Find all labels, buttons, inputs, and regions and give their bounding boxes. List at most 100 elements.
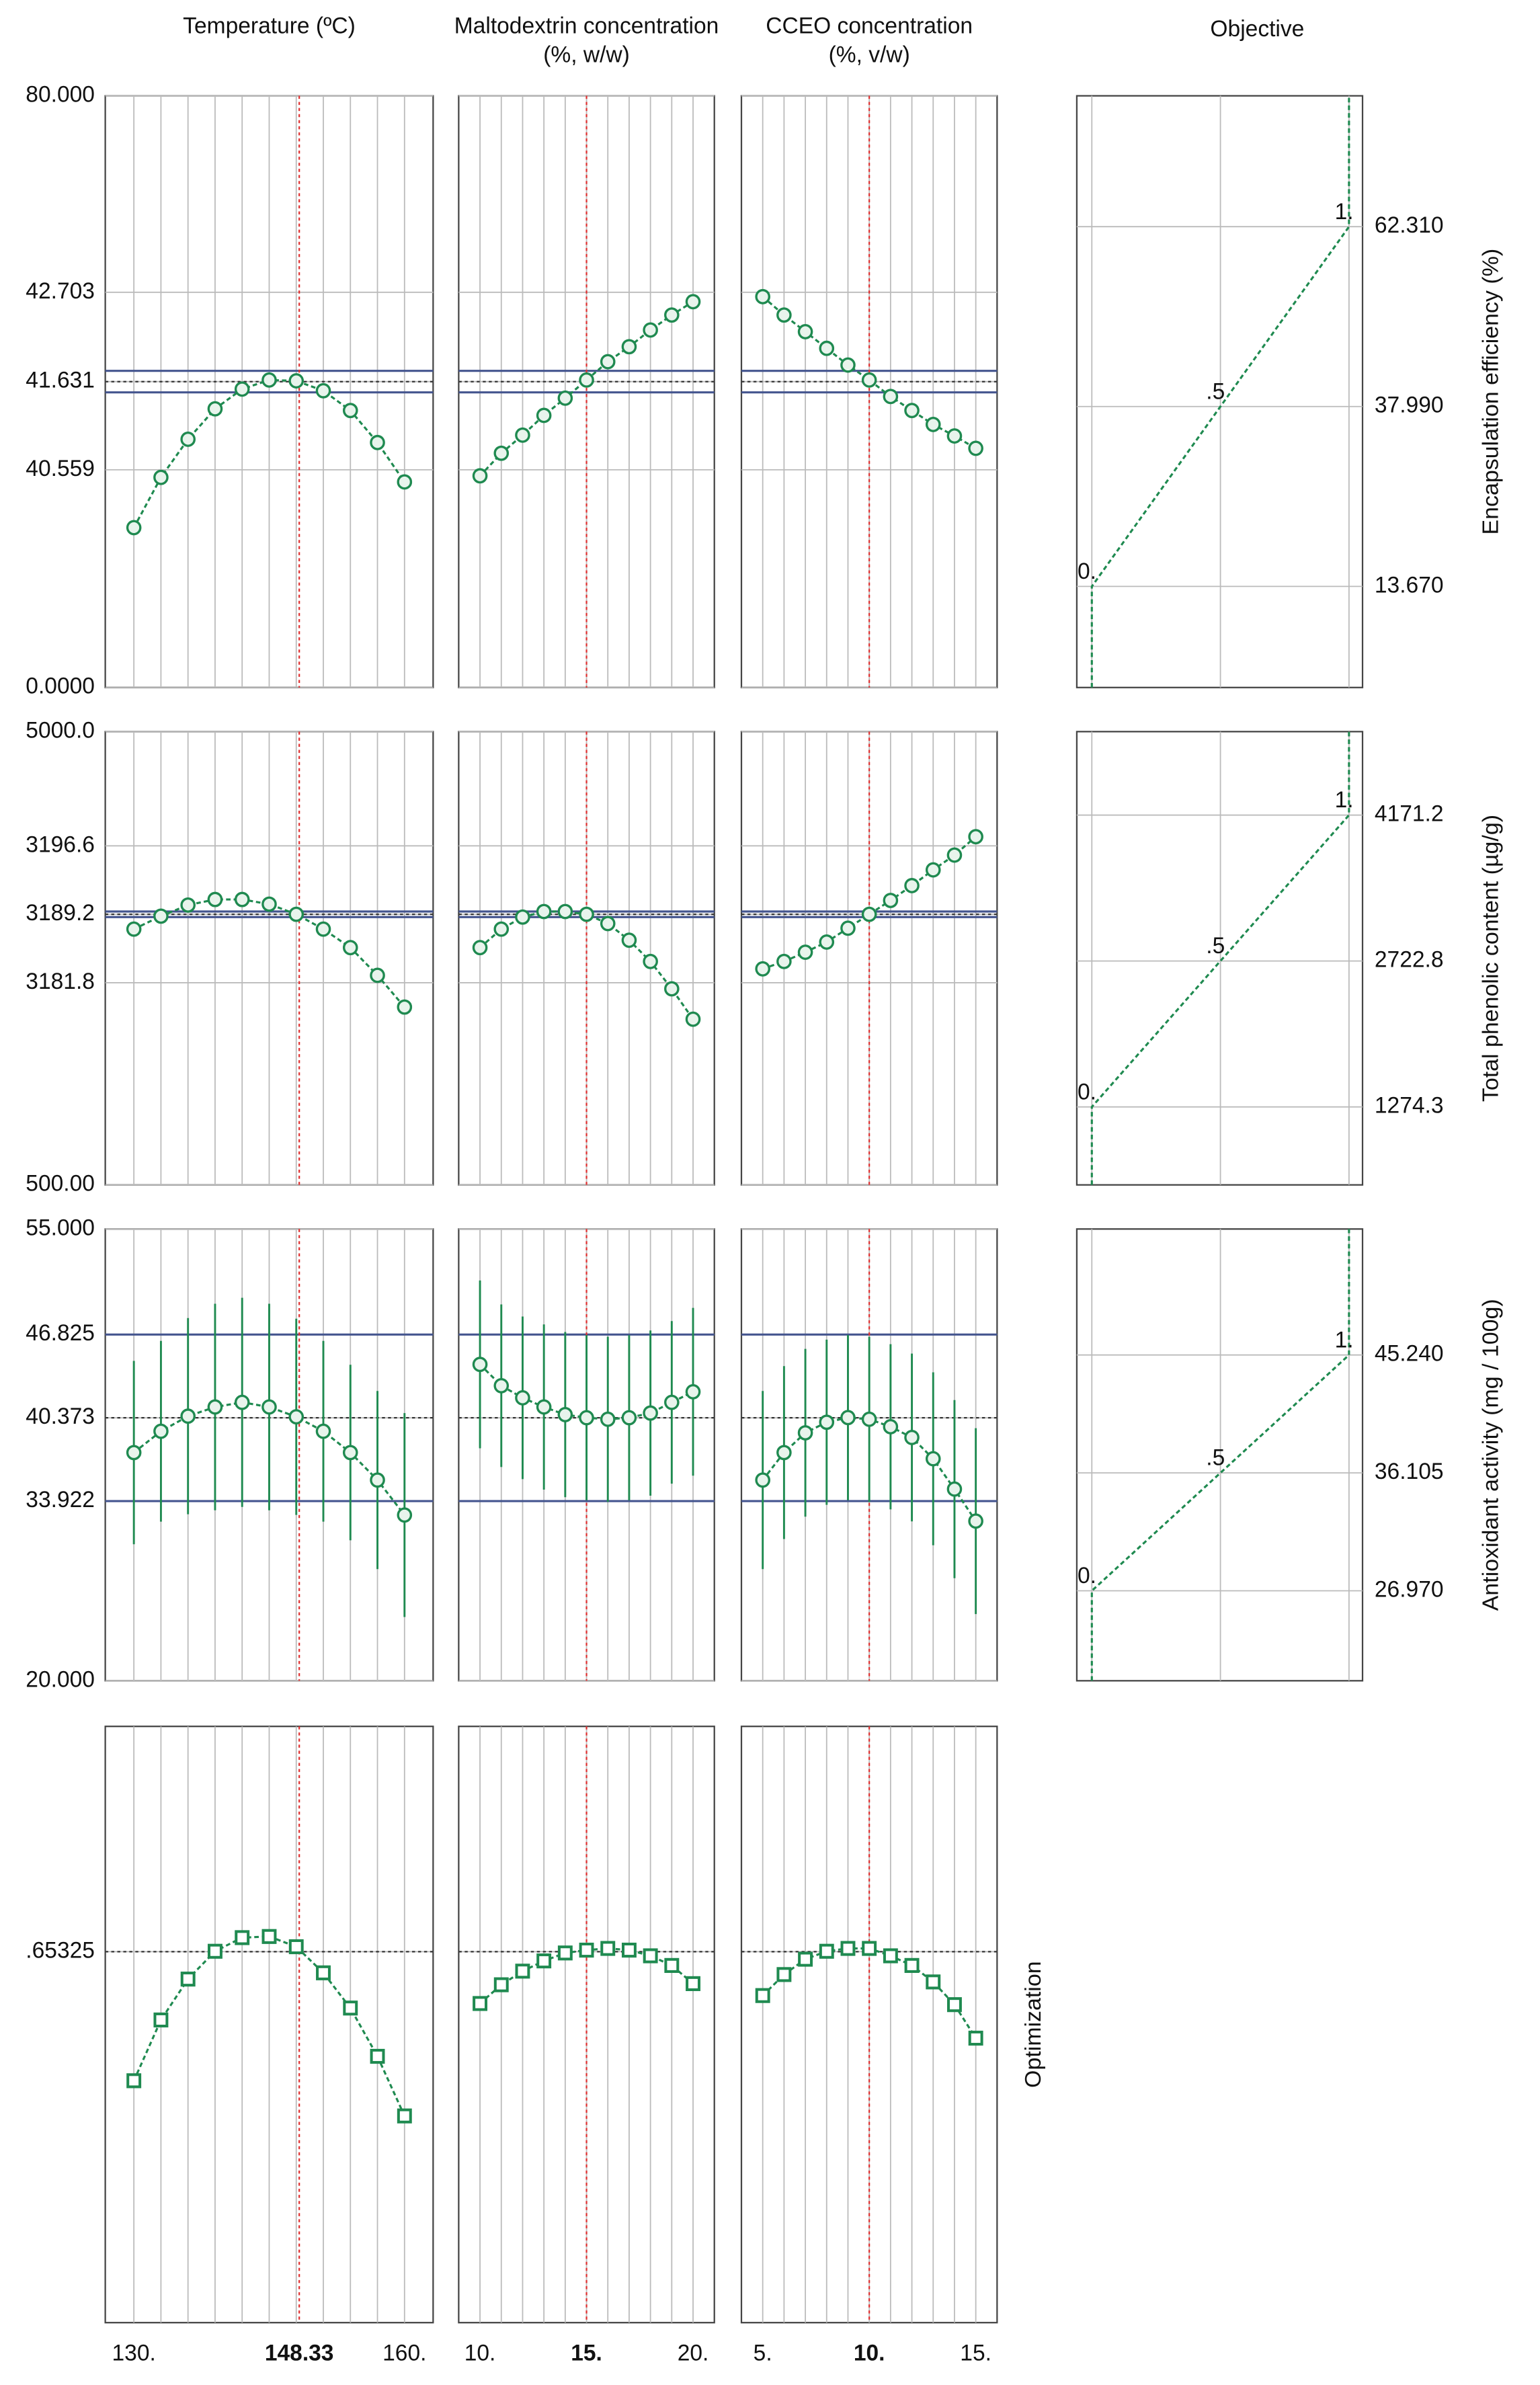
point — [755, 1988, 770, 2003]
point — [946, 1997, 962, 2013]
y-tick-label: 0.0000 — [26, 674, 95, 699]
point — [370, 967, 385, 983]
y-tick-label: 5000.0 — [26, 717, 95, 743]
point — [261, 896, 277, 912]
point — [370, 434, 385, 450]
response-curve — [133, 1401, 406, 1516]
point — [126, 1445, 142, 1461]
y-tick-label: 2722.8 — [1375, 946, 1444, 972]
point — [600, 1411, 616, 1427]
point — [288, 1409, 305, 1425]
point — [946, 428, 963, 444]
point — [797, 324, 813, 339]
point — [234, 381, 250, 397]
point — [126, 520, 142, 536]
point — [904, 1429, 920, 1445]
point — [776, 307, 792, 323]
factor-title: (%, w/w) — [543, 42, 630, 68]
response-curve — [762, 296, 977, 450]
response-curve — [762, 836, 977, 970]
y-tick-label: 3189.2 — [26, 900, 95, 926]
point — [235, 1930, 250, 1945]
point — [968, 1513, 983, 1529]
desirability-label: 0. — [1078, 559, 1096, 584]
point — [861, 1411, 877, 1427]
point — [536, 903, 552, 920]
y-tick-label: 41.631 — [26, 367, 95, 393]
point — [840, 1941, 856, 1956]
y-tick-label: 26.970 — [1375, 1576, 1444, 1602]
point — [493, 445, 510, 461]
point — [904, 403, 920, 419]
point — [180, 1408, 196, 1424]
point — [946, 1481, 963, 1497]
response-curve — [132, 1935, 406, 2117]
point — [883, 1948, 898, 1964]
point — [968, 440, 983, 456]
point — [925, 1451, 941, 1467]
point — [883, 389, 899, 405]
factor-title: (%, v/w) — [829, 42, 910, 68]
y-tick-label: 4171.2 — [1375, 801, 1444, 826]
point — [579, 906, 594, 922]
y-tick-label: 3181.8 — [26, 969, 95, 994]
objective-frame — [1076, 1228, 1364, 1682]
x-tick-label: 10. — [854, 2341, 885, 2366]
point — [536, 1399, 552, 1415]
point — [798, 1951, 813, 1967]
point — [342, 1445, 358, 1461]
point — [153, 2012, 169, 2028]
response-curve — [479, 300, 694, 477]
point — [579, 372, 594, 388]
point — [840, 920, 856, 936]
point — [180, 1972, 196, 1987]
point — [207, 1943, 222, 1959]
desirability-label: .5 — [1206, 1445, 1225, 1471]
point — [664, 981, 680, 997]
point — [397, 999, 413, 1015]
point — [515, 909, 530, 925]
point — [755, 961, 770, 977]
point — [493, 1977, 509, 1992]
point — [180, 897, 196, 913]
x-tick-label: 20. — [678, 2341, 709, 2366]
point — [126, 921, 142, 937]
objective-frame — [1076, 95, 1364, 688]
desirability-label: 0. — [1078, 1079, 1096, 1104]
desirability-label: 1. — [1335, 1327, 1354, 1352]
point — [472, 468, 488, 484]
point — [755, 288, 770, 305]
response-title: Optimization — [1020, 1961, 1046, 2088]
y-tick-label: 500.00 — [26, 1170, 95, 1196]
x-tick-label: 15. — [571, 2341, 602, 2366]
point — [840, 1410, 856, 1426]
x-tick-label: 10. — [464, 2341, 496, 2366]
point — [968, 2030, 983, 2046]
point — [557, 903, 573, 920]
point — [755, 1472, 770, 1488]
point — [536, 407, 552, 423]
point — [621, 932, 637, 948]
objective-frame — [1076, 731, 1364, 1186]
point — [600, 354, 616, 370]
y-tick-label: 40.559 — [26, 456, 95, 481]
point — [797, 1425, 813, 1441]
point — [397, 474, 413, 490]
y-tick-label: 37.990 — [1375, 393, 1444, 418]
point — [342, 940, 358, 956]
y-tick-label: 1274.3 — [1375, 1092, 1444, 1118]
point — [685, 294, 701, 310]
y-tick-label: 42.703 — [26, 278, 95, 304]
y-tick-label: 46.825 — [26, 1320, 95, 1346]
point — [207, 1399, 223, 1415]
point — [315, 1423, 331, 1439]
point — [261, 1399, 277, 1415]
point — [926, 1974, 941, 1990]
point — [472, 1357, 488, 1373]
point — [840, 357, 856, 373]
point — [883, 893, 899, 908]
objective-title: Objective — [1210, 16, 1304, 42]
point — [776, 1967, 792, 1982]
point — [643, 1948, 658, 1964]
